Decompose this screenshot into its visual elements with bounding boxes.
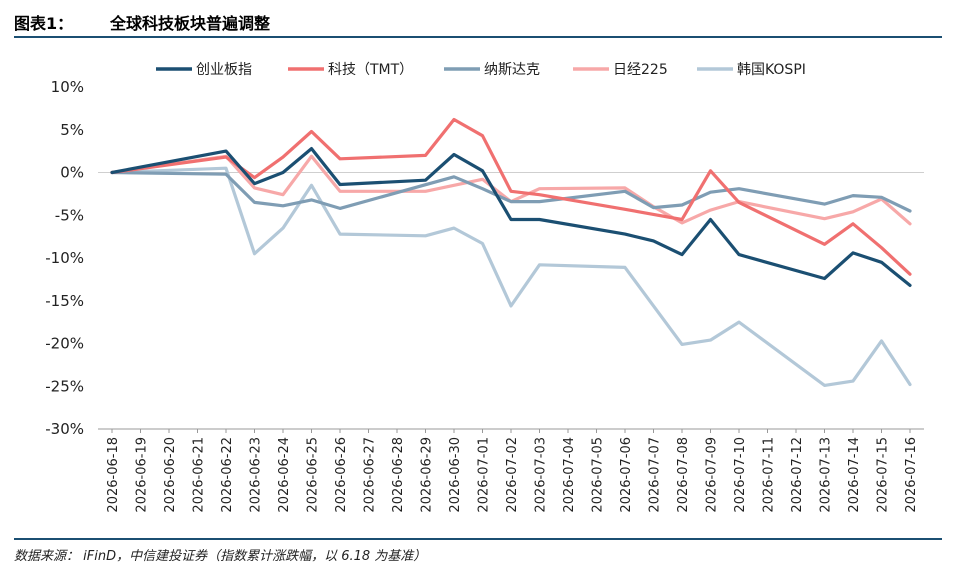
x-tick-label: 2026-07-16 (904, 437, 919, 513)
x-tick-label: 2026-07-02 (505, 437, 520, 513)
x-tick-label: 2026-06-26 (334, 437, 349, 513)
header-rule (14, 36, 942, 38)
x-tick-label: 2026-06-19 (135, 437, 150, 513)
y-tick-label: -10% (45, 249, 84, 267)
x-tick-label: 2026-07-04 (562, 437, 577, 513)
x-tick-label: 2026-06-20 (163, 437, 178, 513)
footer-rule (14, 538, 942, 540)
figure-header: 图表1： 全球科技板块普遍调整 (14, 6, 942, 36)
x-tick-label: 2026-07-03 (534, 437, 549, 513)
y-tick-label: -5% (55, 206, 84, 224)
x-tick-label: 2026-06-29 (420, 437, 435, 513)
y-tick-label: -20% (45, 335, 84, 353)
x-tick-label: 2026-06-28 (391, 437, 406, 513)
chart-title: 全球科技板块普遍调整 (110, 14, 271, 33)
x-axis: 2026-06-18 2026-06-19 2026-06-20 2026-06-21… (98, 172, 924, 513)
x-tick-label: 2026-07-14 (847, 437, 862, 513)
x-tick-label: 2026-07-01 (477, 437, 492, 513)
series-line-4 (110, 166, 912, 387)
x-tick-label: 2026-07-09 (705, 437, 720, 513)
x-tick-label: 2026-07-11 (762, 437, 777, 513)
y-tick-label: 5% (60, 121, 84, 139)
y-axis: 10% 5% 0% -5% -10% -15% -20% -25% -30% (45, 78, 84, 438)
x-tick-label: 2026-07-05 (591, 437, 606, 513)
y-tick-label: 10% (51, 78, 84, 96)
x-tick-label: 2026-07-15 (876, 437, 891, 513)
y-tick-label: -30% (45, 420, 84, 438)
x-tick-label: 2026-06-25 (306, 437, 321, 513)
x-tick-label: 2026-06-24 (277, 437, 292, 513)
x-tick-label: 2026-06-21 (192, 437, 207, 513)
x-tick-label: 2026-06-23 (249, 437, 264, 513)
x-tick-label: 2026-06-30 (448, 437, 463, 513)
x-tick-label: 2026-07-07 (648, 437, 663, 513)
legend: 创业板指 科技（TMT） 纳斯达克 日经225 韩国KOSPI (156, 62, 806, 78)
x-tick-label: 2026-06-18 (106, 437, 121, 513)
x-tick-label: 2026-07-08 (676, 437, 691, 513)
y-tick-label: -25% (45, 377, 84, 395)
source-note: 数据来源： iFinD，中信建投证券（指数累计涨跌幅，以 6.18 为基准） (14, 549, 427, 564)
x-tick-label: 2026-07-12 (790, 437, 805, 513)
y-tick-label: -15% (45, 292, 84, 310)
x-tick-label: 2026-07-13 (819, 437, 834, 513)
legend-label-1: 科技（TMT） (328, 62, 413, 78)
legend-label-3: 日经225 (613, 62, 668, 78)
x-tick-label: 2026-07-10 (733, 437, 748, 513)
y-tick-label: 0% (60, 164, 84, 182)
x-tick-label: 2026-06-22 (220, 437, 235, 513)
x-tick-label: 2026-07-06 (619, 437, 634, 513)
x-tick-label: 2026-06-27 (363, 437, 378, 513)
series-layer (110, 117, 912, 387)
series-line-3 (110, 154, 912, 226)
line-chart: 创业板指 科技（TMT） 纳斯达克 日经225 韩国KOSPI 10% 5% 0% -5% -1… (45, 62, 924, 513)
legend-label-2: 纳斯达克 (484, 62, 540, 78)
series-line-1 (110, 117, 912, 276)
legend-label-0: 创业板指 (196, 62, 252, 78)
series-line-0 (110, 147, 912, 287)
series-line-2 (110, 170, 912, 213)
legend-label-4: 韩国KOSPI (737, 62, 806, 78)
figure-label: 图表1： (14, 14, 74, 33)
